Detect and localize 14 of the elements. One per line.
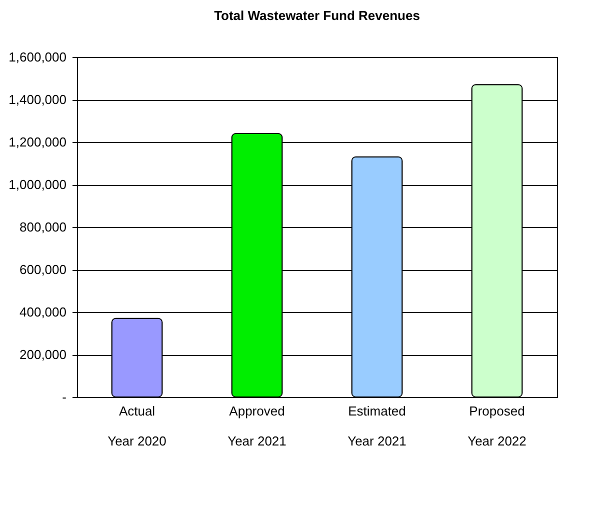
x-tick-label: Approved Year 2021: [228, 404, 286, 448]
x-tick-label: Estimated Year 2021: [348, 404, 406, 448]
y-tick-label: 1,000,000: [8, 177, 66, 192]
y-tick-label: 800,000: [20, 220, 66, 234]
y-tick-label: 600,000: [20, 262, 66, 277]
x-tick-label: Proposed Year 2022: [468, 404, 526, 448]
y-tick-label: 1,400,000: [8, 92, 66, 107]
y-tick-label: 1,600,000: [8, 50, 66, 64]
y-tick-label: 200,000: [20, 347, 66, 362]
y-tick-label: 1,200,000: [8, 134, 66, 150]
x-tick-label: Actual Year 2020: [108, 404, 166, 448]
chart-title: Total Wastewater Fund Revenues: [214, 8, 420, 23]
y-tick-label: -: [62, 390, 66, 404]
y-tick-label: 400,000: [20, 304, 66, 320]
